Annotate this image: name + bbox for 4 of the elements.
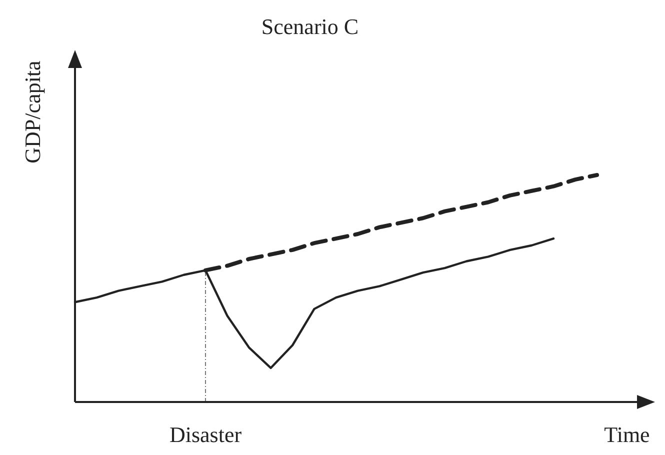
y-axis-title: GDP/capita (20, 60, 45, 164)
x-axis-title: Time (604, 422, 650, 447)
text: Disaster (169, 422, 242, 447)
chart-title: Scenario C (261, 14, 359, 39)
